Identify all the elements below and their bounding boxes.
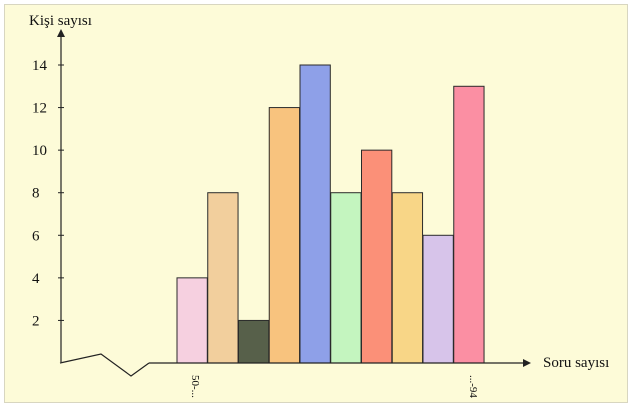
bar (453, 85, 485, 364)
y-tick-label: 2 (32, 313, 40, 329)
y-tick-label: 10 (32, 143, 47, 159)
x-axis-label: Soru sayısı (543, 355, 609, 371)
bar (207, 192, 239, 364)
bar (299, 64, 331, 364)
bar (238, 319, 270, 364)
y-axis-label: Kişi sayısı (29, 13, 92, 29)
x-tick-label-last: ...-94 (467, 375, 479, 398)
bar (268, 107, 301, 364)
y-ticks-group: 2 4 6 8 10 12 14 (32, 58, 64, 329)
x-tick-label-first: 50-... (189, 375, 201, 398)
bar (330, 192, 362, 364)
bars-group (176, 64, 485, 364)
y-tick-label: 6 (32, 228, 40, 244)
x-axis-break (59, 353, 150, 377)
y-tick-label: 14 (32, 58, 48, 74)
y-tick-label: 8 (32, 186, 40, 202)
y-tick-label: 4 (32, 271, 40, 287)
bar (176, 277, 208, 364)
bar (422, 234, 454, 364)
bar (361, 149, 393, 364)
y-tick-label: 12 (32, 101, 47, 117)
bar (391, 192, 424, 364)
